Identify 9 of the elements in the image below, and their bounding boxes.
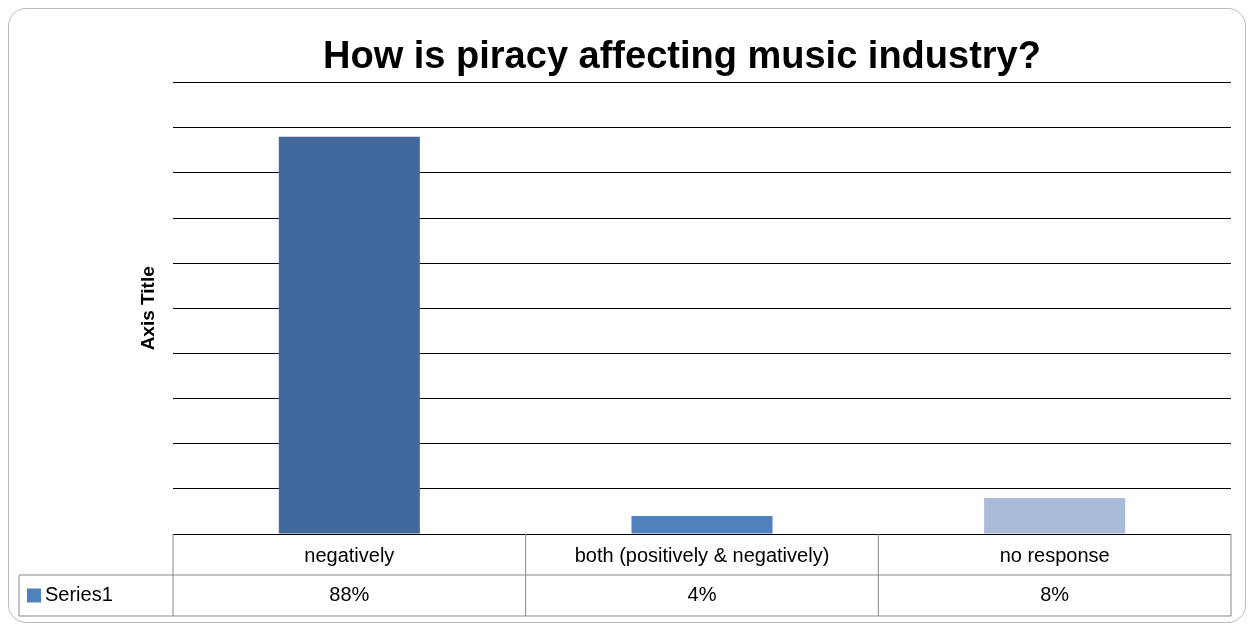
x-tick-label: no response	[999, 543, 1110, 566]
data-label: 88%	[329, 583, 370, 606]
y-axis-title: Axis Title	[136, 266, 158, 351]
x-tick-label: negatively	[304, 543, 395, 566]
x-tick-label: both (positively & negatively)	[574, 543, 830, 566]
data-label: 8%	[1040, 583, 1070, 606]
chart-title: How is piracy affecting music industry?	[323, 34, 1041, 77]
data-label: 4%	[687, 583, 717, 606]
legend-label: Series1	[45, 583, 113, 606]
